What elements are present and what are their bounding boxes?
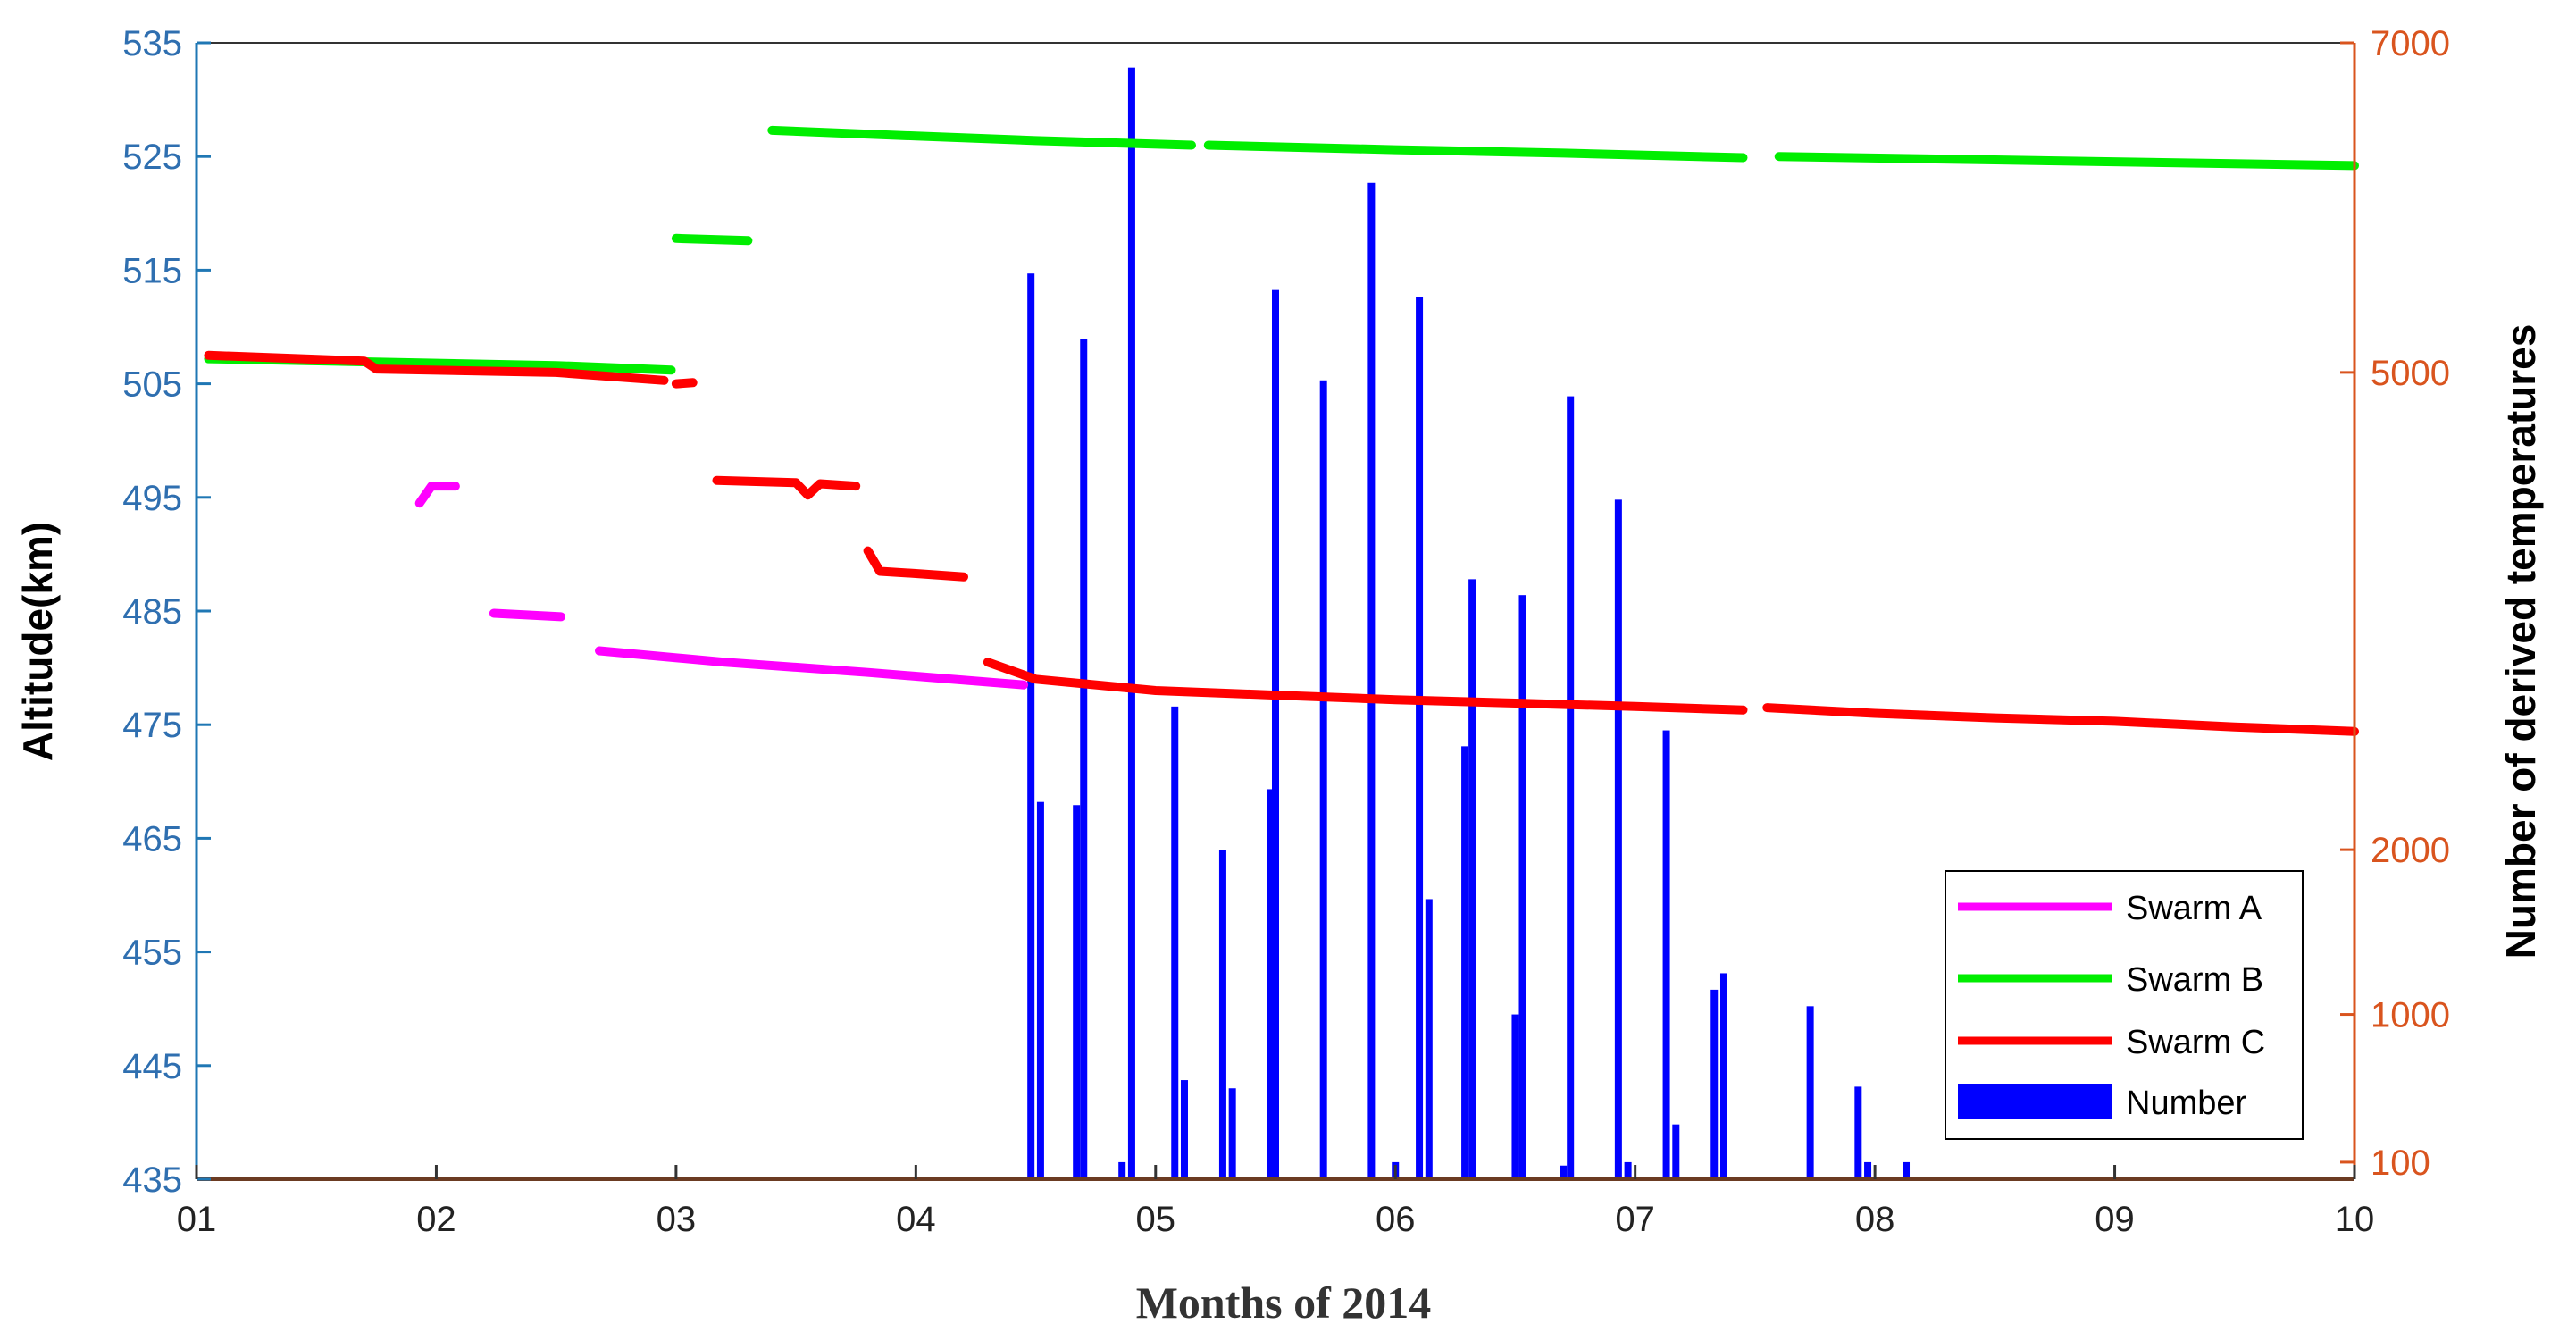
line-swarm-b-segment-2 [767, 125, 1196, 150]
y-tick-right-label-100: 100 [2371, 1144, 2430, 1183]
lines-layer [204, 125, 2359, 736]
line-swarm-c-segment-5 [1762, 703, 2359, 736]
bar-number-19 [1511, 1014, 1519, 1179]
bar-number-24 [1624, 1161, 1632, 1179]
y-tick-left-label-515: 515 [122, 251, 182, 290]
line-swarm-b-segment-4 [1774, 152, 2359, 171]
x-axis-label: Months of 2014 [1136, 1278, 1432, 1328]
y-tick-left-label-525: 525 [122, 138, 182, 177]
bar-number-29 [1806, 1006, 1814, 1179]
y-tick-left-label-445: 445 [122, 1047, 182, 1086]
bars-layer [1027, 67, 1958, 1179]
y-axis-label-left: Altitude(km) [14, 522, 61, 761]
bar-number-18 [1468, 579, 1476, 1179]
bar-number-13 [1367, 182, 1376, 1179]
x-tick-label-02: 02 [416, 1200, 456, 1239]
bar-number-8 [1218, 850, 1226, 1179]
bar-number-21 [1560, 1165, 1568, 1179]
bar-number-26 [1672, 1124, 1680, 1179]
bar-number-30 [1854, 1086, 1862, 1179]
bar-number-2 [1073, 805, 1081, 1179]
line-swarm-c-segment-2 [712, 475, 861, 500]
x-tick-label-07: 07 [1615, 1200, 1655, 1239]
line-swarm-b-segment-3 [1203, 140, 1748, 163]
bar-number-15 [1416, 297, 1424, 1179]
bar-number-25 [1662, 730, 1670, 1179]
y-tick-right-label-1000: 1000 [2371, 996, 2450, 1035]
x-tick-label-01: 01 [177, 1200, 217, 1239]
y-tick-left-label-505: 505 [122, 365, 182, 405]
x-tick-label-09: 09 [2095, 1200, 2135, 1239]
x-tick-label-10: 10 [2335, 1200, 2375, 1239]
legend-label-number: Number [2126, 1085, 2246, 1122]
line-swarm-c-segment-3 [863, 546, 968, 582]
bar-number-11 [1272, 289, 1279, 1179]
legend-label-swarm-b: Swarm B [2126, 961, 2263, 999]
legend: Swarm A Swarm B Swarm C Number [1945, 870, 2304, 1140]
bar-number-3 [1080, 339, 1088, 1179]
bar-number-17 [1461, 746, 1469, 1179]
bar-number-7 [1180, 1080, 1188, 1179]
bar-number-4 [1118, 1161, 1126, 1179]
bar-number-6 [1171, 706, 1179, 1179]
y-tick-left-label-455: 455 [122, 934, 182, 973]
x-tick-label-08: 08 [1855, 1200, 1895, 1239]
bar-number-1 [1036, 801, 1044, 1179]
legend-label-swarm-c: Swarm C [2126, 1024, 2265, 1061]
y-tick-right-label-2000: 2000 [2371, 831, 2450, 870]
line-swarm-c-segment-1 [671, 378, 698, 389]
x-tick-label-03: 03 [657, 1200, 697, 1239]
y-tick-right-label-7000: 7000 [2371, 24, 2450, 63]
bar-number-22 [1567, 396, 1575, 1179]
bar-number-9 [1228, 1088, 1236, 1179]
line-swarm-b-segment-1 [671, 233, 753, 246]
y-tick-left-label-435: 435 [122, 1160, 182, 1200]
y-axis-label-right: Number of derived temperatures [2497, 324, 2544, 959]
bar-number-31 [1864, 1161, 1872, 1179]
line-swarm-c-segment-0 [204, 350, 669, 385]
y-tick-left-label-485: 485 [122, 592, 182, 632]
y-tick-left-label-535: 535 [122, 24, 182, 63]
bar-number-27 [1710, 989, 1719, 1179]
bar-number-16 [1425, 899, 1433, 1179]
legend-label-swarm-a: Swarm A [2126, 890, 2262, 927]
bar-number-12 [1319, 380, 1327, 1179]
line-swarm-a-segment-2 [595, 646, 1029, 690]
y-tick-left-label-475: 475 [122, 706, 182, 745]
bar-number-23 [1614, 499, 1622, 1179]
bar-number-5 [1127, 67, 1135, 1179]
line-swarm-c-segment-4 [983, 658, 1748, 715]
bar-number-20 [1518, 595, 1526, 1179]
x-tick-label-06: 06 [1376, 1200, 1416, 1239]
bar-number-28 [1719, 973, 1727, 1179]
bar-number-32 [1903, 1161, 1911, 1179]
x-tick-label-05: 05 [1136, 1200, 1176, 1239]
y-tick-left-label-495: 495 [122, 479, 182, 518]
line-swarm-a-segment-1 [489, 608, 565, 622]
y-tick-right-label-5000: 5000 [2371, 354, 2450, 393]
legend-swatch-number [1958, 1084, 2112, 1119]
line-swarm-a-segment-0 [414, 482, 460, 508]
bar-number-0 [1027, 273, 1035, 1179]
y-tick-left-label-465: 465 [122, 819, 182, 859]
bar-number-10 [1267, 789, 1275, 1179]
ticks-layer: 435 445 455 465 475 485 495 505 515 525 535 100 1000… [122, 24, 2450, 1239]
x-tick-label-04: 04 [896, 1200, 936, 1239]
